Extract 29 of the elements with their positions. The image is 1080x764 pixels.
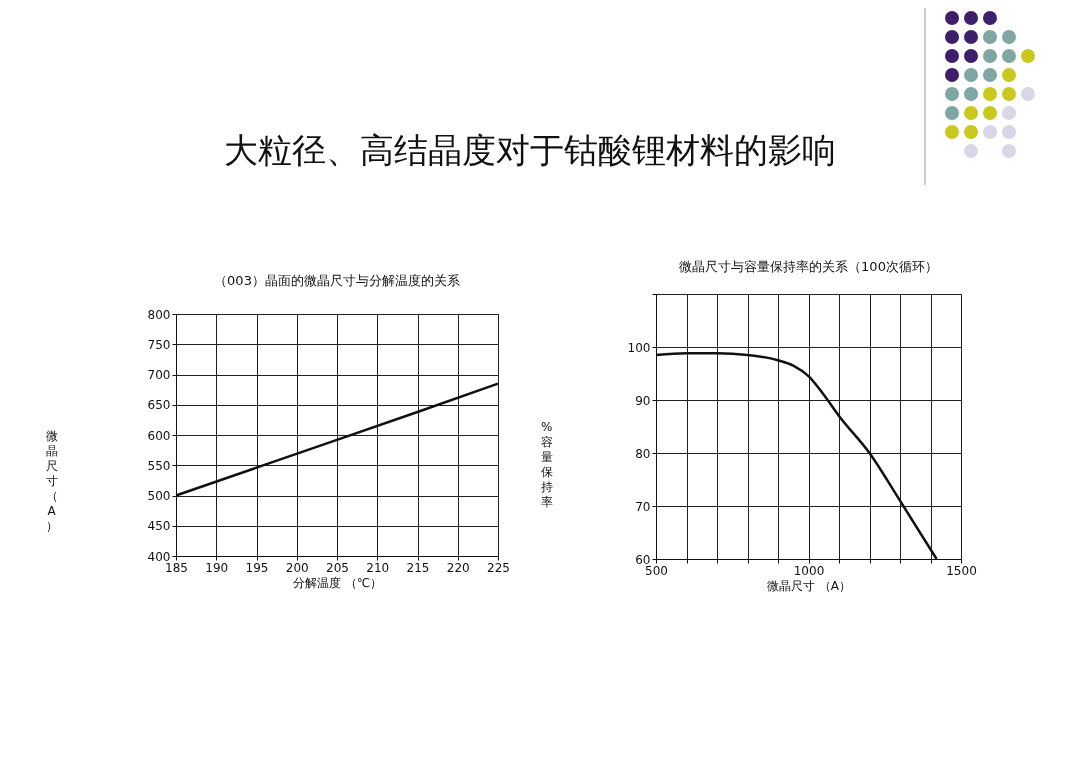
y-tick-label: 500 <box>147 489 171 503</box>
y-tick-label: 750 <box>147 337 171 352</box>
text: 大粒径、高结晶度对于钴酸锂材料的影响 <box>223 129 837 172</box>
y-tick-label: 650 <box>147 398 171 413</box>
y-tick-label: 600 <box>147 428 171 443</box>
chart-title: （003）晶面的微晶尺寸与分解温度的关系 <box>214 273 460 288</box>
y-tick-label: 450 <box>147 519 171 534</box>
x-axis-title: 分解温度 （℃） <box>292 575 383 590</box>
y-tick-label: 70 <box>635 499 651 514</box>
chart-title: 微晶尺寸与容量保持率的关系（100次循环） <box>679 258 938 274</box>
x-axis-title: 微晶尺寸 （A） <box>766 578 852 593</box>
x-tick-label: 215 <box>406 560 430 575</box>
x-tick-label: 1500 <box>946 563 977 578</box>
x-tick-label: 195 <box>245 560 269 575</box>
y-tick-label: 90 <box>635 393 651 408</box>
y-axis-title: %容量保持率 <box>540 420 553 509</box>
y-tick-label: 80 <box>635 446 651 461</box>
y-axis-title: 微晶尺寸（A） <box>45 428 58 533</box>
x-tick-label: 225 <box>487 560 510 575</box>
x-tick-label: 205 <box>326 560 349 575</box>
x-tick-label: 220 <box>446 560 470 575</box>
y-tick-label: 550 <box>147 458 171 473</box>
x-tick-label: 1000 <box>793 563 825 578</box>
x-tick-label: 200 <box>285 560 309 575</box>
x-tick-label: 190 <box>205 560 229 575</box>
y-tick-label: 100 <box>627 340 651 355</box>
x-tick-label: 210 <box>366 560 390 575</box>
y-tick-label: 700 <box>147 368 171 382</box>
y-tick-label: 800 <box>147 307 171 322</box>
